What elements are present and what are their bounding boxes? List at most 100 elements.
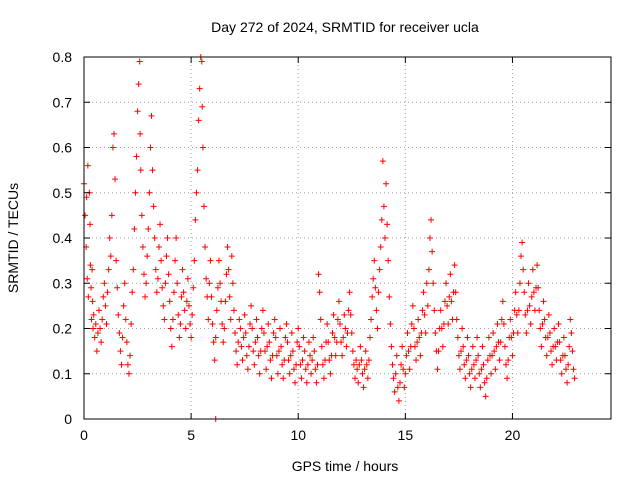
data-point [230,307,237,314]
data-point [386,293,393,300]
data-point [327,370,334,377]
data-point [515,307,522,314]
data-point [549,361,556,368]
data-point [273,352,280,359]
data-point [292,379,299,386]
data-point [86,221,93,228]
data-point [302,366,309,373]
data-point [410,325,417,332]
data-point [343,343,350,350]
data-point [570,366,577,373]
data-point [475,352,482,359]
data-point [97,325,104,332]
data-point [565,361,572,368]
data-point [279,361,286,368]
data-point [494,320,501,327]
y-tick-label: 0.7 [53,94,73,110]
data-point [399,343,406,350]
data-point [353,357,360,364]
data-point [538,343,545,350]
data-point [530,289,537,296]
data-point [331,334,338,341]
data-point [478,366,485,373]
data-point [154,275,161,282]
data-point [222,298,229,305]
data-point [394,384,401,391]
data-point [402,370,409,377]
data-point [242,330,249,337]
data-point [430,280,437,287]
data-point [132,189,139,196]
data-point [355,379,362,386]
data-point [265,320,272,327]
data-point [441,298,448,305]
axis-ticks [83,56,611,420]
data-point [211,357,218,364]
data-point [290,366,297,373]
data-point [543,352,550,359]
data-point [462,375,469,382]
data-point [93,348,100,355]
data-point [320,375,327,382]
data-point [301,348,308,355]
data-point [138,212,145,219]
data-point [552,343,559,350]
data-point [297,361,304,368]
data-point [469,343,476,350]
data-point [363,361,370,368]
data-point [165,271,172,278]
data-point [110,130,117,137]
data-point [460,343,467,350]
data-point [136,58,143,65]
data-point [307,352,314,359]
data-point [226,293,233,300]
data-point [415,316,422,323]
data-point [413,357,420,364]
x-tick-label: 0 [80,427,88,443]
data-point [175,311,182,318]
data-point [124,361,131,368]
data-point [208,293,215,300]
data-point [501,343,508,350]
data-point [414,339,421,346]
data-point [423,280,430,287]
data-point [471,375,478,382]
data-point [518,253,525,260]
data-point [145,225,152,232]
data-point [541,316,548,323]
data-point [381,235,388,241]
data-point [98,339,105,346]
data-point [420,289,427,296]
data-point [181,307,188,314]
data-point [227,316,234,323]
data-point [318,343,325,350]
data-point [379,158,386,165]
data-point [84,162,91,169]
data-point [83,194,90,201]
data-point [288,330,295,337]
data-point [338,339,345,346]
data-point [513,311,520,318]
data-point [284,339,291,346]
data-point [85,293,92,300]
data-point [247,320,254,327]
data-point [270,330,277,337]
data-point [251,361,258,368]
data-point [448,298,455,305]
data-point [346,289,353,296]
data-point [325,339,332,346]
data-point [341,311,348,318]
data-point [205,316,212,323]
data-point [557,357,564,364]
data-point [87,262,94,269]
data-point [361,366,368,373]
data-point [243,352,250,359]
data-point [566,343,573,350]
data-point [161,316,168,323]
data-point [142,293,149,300]
data-point [377,244,384,251]
data-point [534,262,541,269]
x-tick-label: 15 [398,427,414,443]
data-point [546,330,553,337]
data-point [364,375,371,382]
